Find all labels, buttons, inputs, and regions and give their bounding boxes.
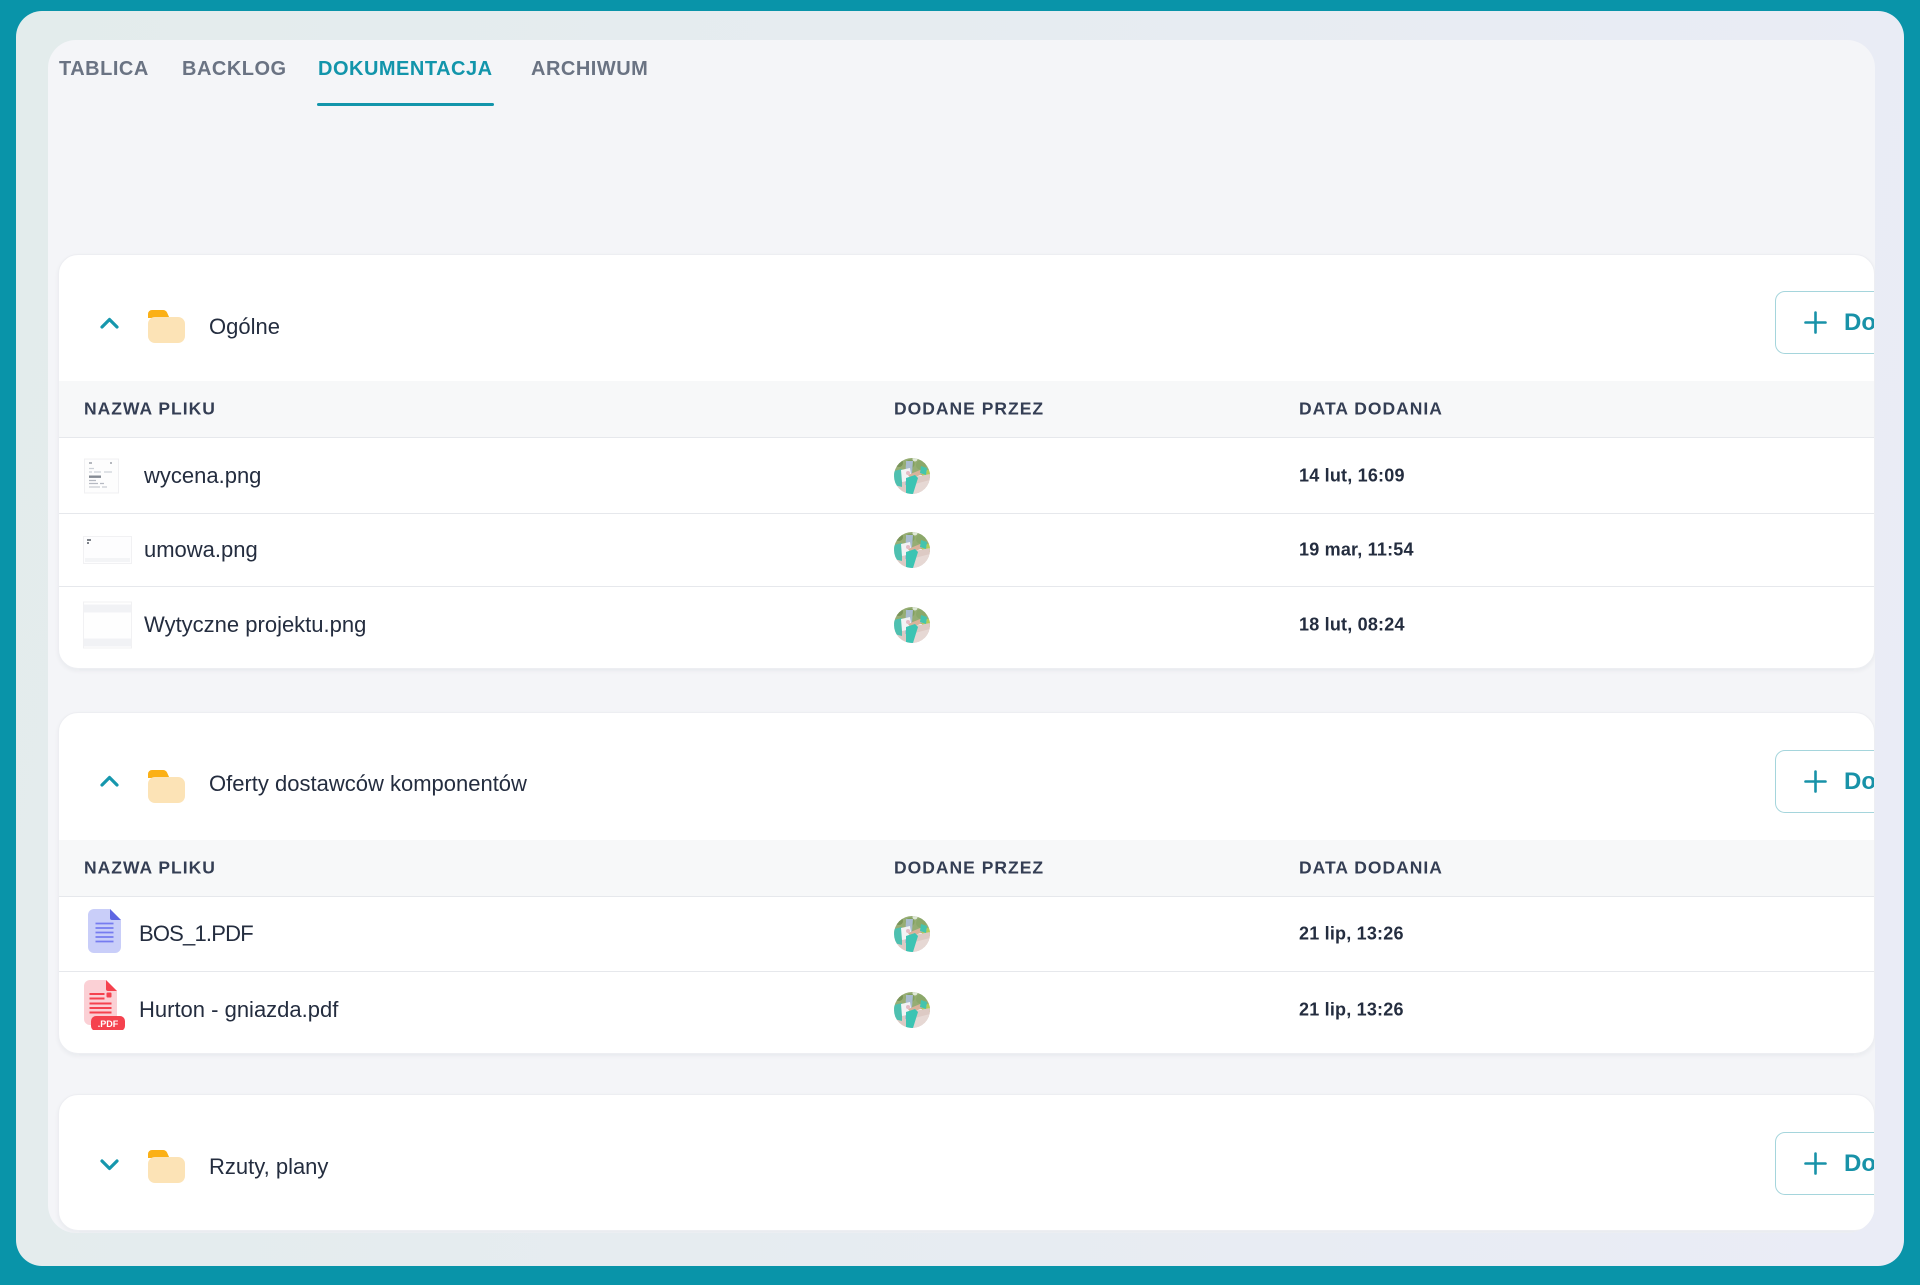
- svg-text:.PDF: .PDF: [98, 1019, 119, 1029]
